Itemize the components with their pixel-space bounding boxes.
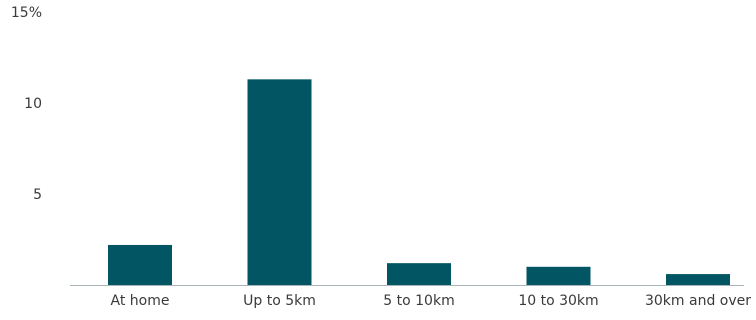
- x-axis-labels: At home Up to 5km 5 to 10km 10 to 30km 30km …: [111, 293, 752, 309]
- x-tick-label: 30km and over: [645, 293, 751, 309]
- bars-group: [108, 79, 730, 285]
- x-tick-label: Up to 5km: [243, 293, 316, 309]
- y-tick-label: 10: [24, 96, 42, 112]
- x-tick-label: At home: [111, 293, 170, 309]
- bar: [526, 266, 591, 285]
- bar: [666, 274, 730, 285]
- y-axis-ticks: 5 10 15%: [11, 5, 42, 203]
- y-tick-label: 15%: [11, 5, 42, 21]
- x-tick-label: 5 to 10km: [383, 293, 454, 309]
- bar: [247, 79, 312, 285]
- bar: [387, 263, 451, 285]
- x-tick-label: 10 to 30km: [518, 293, 598, 309]
- y-tick-label: 5: [33, 187, 42, 203]
- bar: [108, 244, 172, 285]
